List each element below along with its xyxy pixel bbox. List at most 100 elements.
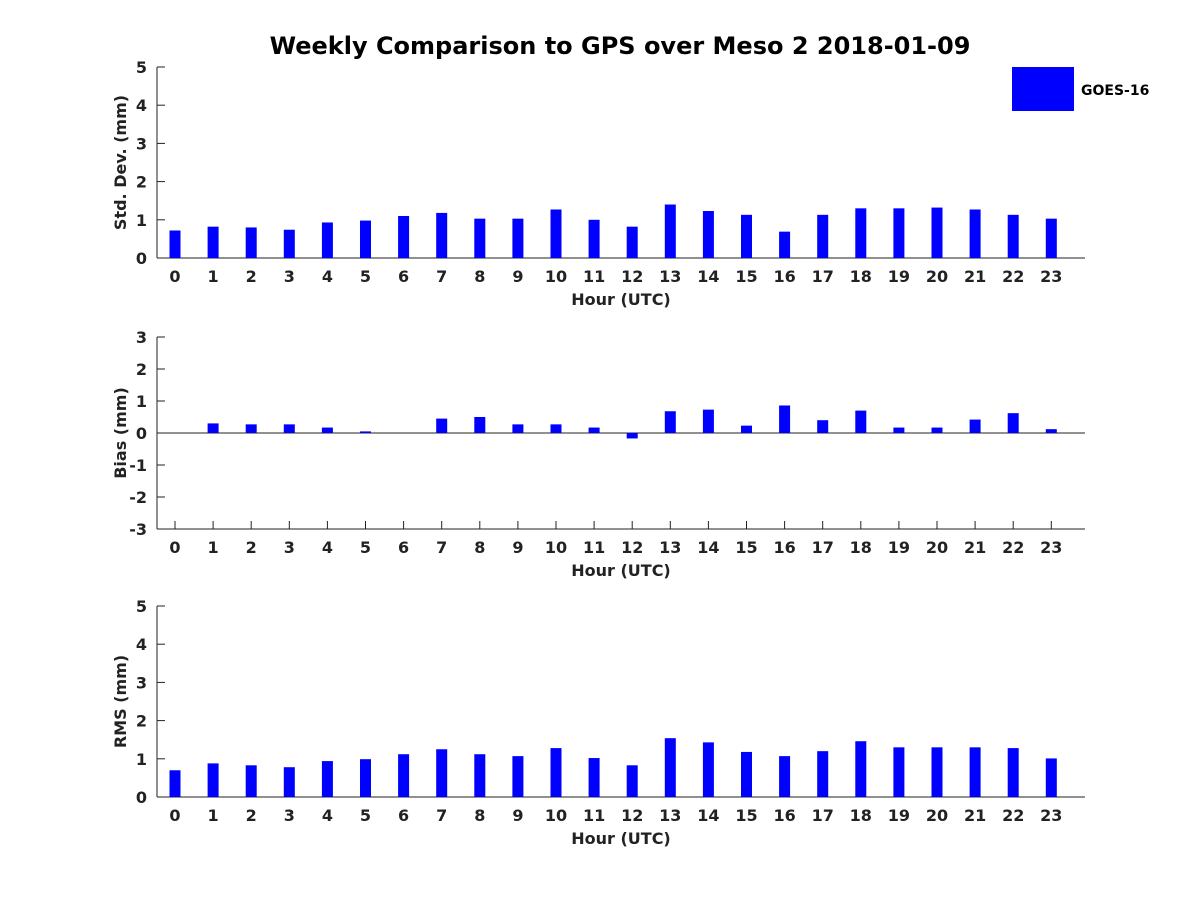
- y-tick-label: 2: [136, 360, 147, 379]
- bar-rms: [588, 758, 600, 797]
- x-tick-label: 21: [964, 267, 986, 286]
- y-tick-label: 1: [136, 392, 147, 411]
- bar-rms: [817, 751, 829, 797]
- y-tick-label: 1: [136, 211, 147, 230]
- x-tick-label: 8: [474, 806, 485, 825]
- legend-swatch: [1012, 67, 1074, 111]
- x-tick-label: 2: [246, 267, 257, 286]
- x-tick-label: 9: [512, 806, 523, 825]
- bar-rms: [664, 738, 676, 797]
- x-tick-label: 11: [583, 538, 605, 557]
- x-tick-label: 6: [398, 267, 409, 286]
- x-tick-label: 16: [773, 538, 795, 557]
- x-tick-label: 16: [773, 267, 795, 286]
- x-tick-label: 6: [398, 806, 409, 825]
- bar-bias: [283, 424, 295, 433]
- bar-bias: [779, 405, 791, 433]
- bar-rms: [969, 747, 981, 797]
- x-tick-label: 13: [659, 538, 681, 557]
- bar-bias: [1045, 429, 1057, 433]
- y-tick-label: 3: [136, 134, 147, 153]
- x-tick-label: 1: [208, 806, 219, 825]
- bar-std-dev: [817, 214, 829, 258]
- x-tick-label: 15: [735, 538, 757, 557]
- x-tick-label: 0: [169, 806, 180, 825]
- chart-title: Weekly Comparison to GPS over Meso 2 201…: [270, 32, 971, 60]
- x-tick-label: 21: [964, 806, 986, 825]
- x-tick-label: 14: [697, 806, 719, 825]
- x-tick-label: 2: [246, 538, 257, 557]
- x-tick-label: 15: [735, 806, 757, 825]
- bar-rms: [245, 765, 257, 797]
- y-tick-label: -1: [129, 456, 147, 475]
- bar-bias: [550, 424, 562, 433]
- x-tick-label: 22: [1002, 267, 1024, 286]
- x-tick-label: 5: [360, 538, 371, 557]
- bar-rms: [855, 741, 867, 797]
- bar-bias: [931, 427, 943, 433]
- x-tick-label: 12: [621, 806, 643, 825]
- y-tick-label: 2: [136, 173, 147, 192]
- legend: GOES-16: [1012, 67, 1149, 111]
- bar-std-dev: [245, 227, 257, 258]
- bar-std-dev: [398, 215, 410, 258]
- y-tick-label: 2: [136, 712, 147, 731]
- bar-std-dev: [436, 212, 448, 258]
- bar-bias: [817, 420, 829, 433]
- x-tick-label: 7: [436, 267, 447, 286]
- x-tick-label: 3: [284, 267, 295, 286]
- bar-bias: [702, 409, 714, 433]
- y-tick-label: 1: [136, 750, 147, 769]
- y-axis-label: RMS (mm): [111, 655, 130, 748]
- bar-std-dev: [626, 226, 638, 258]
- bar-bias: [360, 431, 371, 433]
- bar-rms: [283, 767, 295, 797]
- bar-rms: [1007, 748, 1019, 797]
- bar-std-dev: [855, 208, 867, 258]
- x-tick-label: 17: [812, 267, 834, 286]
- x-tick-label: 23: [1040, 267, 1062, 286]
- bar-std-dev: [1007, 214, 1019, 258]
- x-tick-label: 10: [545, 267, 567, 286]
- x-axis-label: Hour (UTC): [571, 561, 671, 580]
- x-tick-label: 7: [436, 806, 447, 825]
- bar-std-dev: [207, 226, 219, 258]
- y-tick-label: 3: [136, 673, 147, 692]
- x-tick-label: 15: [735, 267, 757, 286]
- bar-std-dev: [588, 219, 600, 258]
- bar-std-dev: [283, 229, 295, 258]
- x-tick-label: 10: [545, 538, 567, 557]
- y-tick-label: 4: [136, 96, 147, 115]
- x-tick-label: 0: [169, 267, 180, 286]
- x-tick-label: 11: [583, 806, 605, 825]
- bar-rms: [931, 747, 943, 797]
- bar-bias: [245, 424, 257, 433]
- bar-bias: [207, 423, 219, 433]
- y-tick-label: 5: [136, 58, 147, 77]
- y-tick-label: -3: [129, 520, 147, 539]
- y-tick-label: 0: [136, 788, 147, 807]
- bar-rms: [360, 759, 371, 797]
- bar-bias: [474, 417, 486, 433]
- bar-bias: [1007, 413, 1019, 433]
- bar-rms: [321, 761, 333, 797]
- x-tick-label: 1: [208, 538, 219, 557]
- x-tick-label: 1: [208, 267, 219, 286]
- bar-std-dev: [512, 218, 524, 258]
- bar-bias: [855, 410, 867, 433]
- bar-bias: [512, 424, 524, 433]
- bar-rms: [550, 748, 562, 797]
- bar-rms: [893, 747, 905, 797]
- x-tick-label: 19: [888, 267, 910, 286]
- bar-std-dev: [169, 230, 181, 258]
- bar-rms: [398, 754, 410, 797]
- y-tick-label: 0: [136, 249, 147, 268]
- x-tick-label: 23: [1040, 806, 1062, 825]
- y-tick-label: 0: [136, 424, 147, 443]
- bar-std-dev: [931, 207, 943, 258]
- x-tick-label: 0: [169, 538, 180, 557]
- x-tick-label: 18: [850, 806, 872, 825]
- x-tick-label: 3: [284, 538, 295, 557]
